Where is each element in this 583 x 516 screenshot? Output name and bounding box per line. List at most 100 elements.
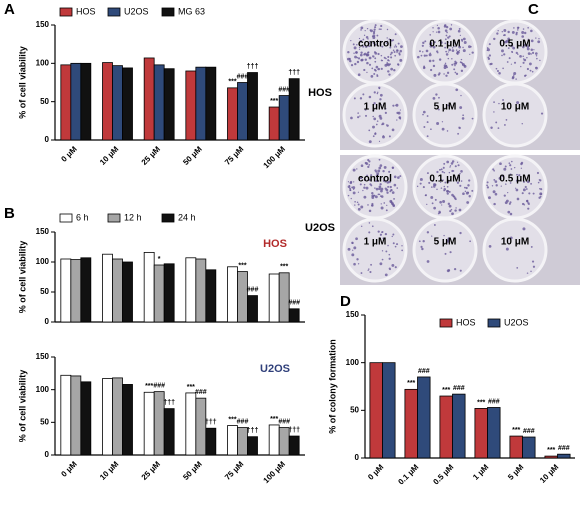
- colony: [443, 162, 446, 165]
- colony: [370, 184, 373, 187]
- colony: [448, 171, 451, 174]
- colony: [451, 63, 454, 66]
- colony: [352, 43, 355, 46]
- colony: [540, 112, 544, 115]
- colony: [446, 66, 448, 69]
- colony: [448, 35, 451, 38]
- colony: [392, 204, 396, 208]
- colony: [445, 53, 449, 56]
- colony: [510, 63, 513, 65]
- colony: [494, 192, 498, 196]
- legend-label: U2OS: [124, 6, 149, 16]
- colony: [356, 168, 358, 170]
- colony: [378, 158, 381, 161]
- colony: [446, 160, 450, 164]
- colony: [440, 181, 442, 184]
- colony: [379, 183, 382, 186]
- colony: [460, 38, 464, 41]
- colony: [399, 58, 403, 62]
- colony: [525, 188, 528, 190]
- colony: [488, 54, 492, 57]
- colony: [444, 29, 448, 32]
- colony: [364, 58, 367, 61]
- colony: [380, 203, 382, 205]
- colony: [507, 210, 511, 214]
- colony: [493, 111, 495, 113]
- colony: [381, 250, 384, 252]
- plate-label: U2OS: [305, 222, 335, 234]
- colony: [523, 58, 527, 62]
- colony: [497, 127, 500, 130]
- y-tick-label: 0: [45, 317, 50, 326]
- colony: [358, 46, 361, 49]
- colony: [454, 198, 457, 201]
- colony: [381, 230, 384, 234]
- colony: [432, 31, 434, 33]
- colony: [523, 31, 527, 35]
- colony: [535, 55, 538, 57]
- colony: [363, 34, 366, 37]
- colony: [395, 45, 398, 48]
- colony: [366, 53, 370, 57]
- colony: [493, 101, 495, 103]
- colony: [357, 57, 361, 60]
- colony: [449, 165, 452, 167]
- colony: [378, 28, 381, 30]
- bar: [70, 259, 82, 323]
- colony: [351, 186, 353, 189]
- colony: [380, 103, 382, 106]
- colony: [385, 42, 388, 44]
- colony: [513, 72, 517, 76]
- colony: [397, 42, 400, 45]
- colony: [377, 230, 380, 233]
- colony: [352, 249, 354, 251]
- x-tick-label: 10 μM: [98, 144, 121, 167]
- significance-label: ###: [278, 418, 290, 425]
- colony: [506, 199, 509, 203]
- colony: [373, 51, 376, 54]
- colony: [396, 119, 398, 121]
- colony: [391, 128, 395, 132]
- bar: [247, 295, 258, 323]
- colony: [507, 192, 509, 194]
- colony: [388, 253, 391, 256]
- colony: [463, 41, 467, 44]
- colony: [528, 192, 531, 195]
- colony: [526, 47, 530, 51]
- colony: [522, 55, 524, 58]
- colony: [377, 68, 379, 70]
- bar: [185, 392, 197, 456]
- colony: [366, 71, 368, 74]
- colony: [527, 38, 529, 40]
- colony: [368, 63, 372, 66]
- bar: [205, 66, 217, 141]
- colony: [434, 198, 437, 201]
- colony: [487, 56, 490, 59]
- x-tick-label: 10 μM: [98, 459, 121, 482]
- colony: [437, 52, 439, 54]
- bar: [102, 378, 113, 456]
- colony: [371, 35, 374, 37]
- colony: [460, 94, 462, 97]
- colony: [436, 121, 440, 125]
- colony: [391, 191, 395, 194]
- colony: [393, 69, 396, 72]
- colony: [394, 44, 397, 46]
- colony: [471, 189, 474, 192]
- colony: [437, 108, 440, 111]
- colony: [469, 240, 471, 243]
- colony: [536, 171, 540, 175]
- colony: [538, 179, 541, 181]
- colony: [397, 176, 400, 179]
- colony: [386, 61, 388, 64]
- colony: [387, 244, 389, 247]
- bar: [112, 377, 123, 456]
- colony: [467, 191, 470, 194]
- colony: [448, 204, 452, 208]
- legend-swatch: [487, 318, 501, 328]
- colony: [532, 192, 535, 195]
- colony: [468, 45, 471, 49]
- colony: [513, 61, 517, 64]
- colony: [521, 35, 525, 38]
- colony: [371, 191, 374, 195]
